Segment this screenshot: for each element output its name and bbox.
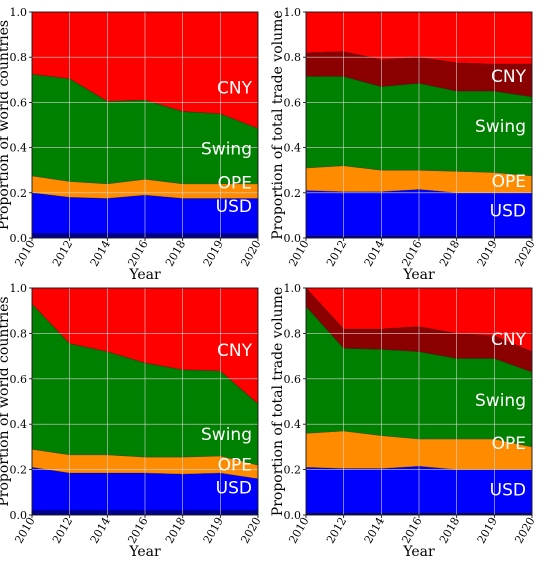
x-axis-label: Year <box>402 544 435 560</box>
x-tick-label: 2019 <box>475 238 500 269</box>
x-tick-label: 2016 <box>125 238 150 269</box>
series-label-swing: Swing <box>201 139 252 159</box>
y-tick-label: 0.2 <box>284 187 302 200</box>
x-tick-label: 2019 <box>201 515 226 546</box>
y-tick-label: 1.0 <box>284 6 302 19</box>
x-tick-label: 2014 <box>362 238 387 269</box>
y-tick-label: 0.2 <box>10 187 28 200</box>
y-tick-label: 0.4 <box>284 142 302 155</box>
x-tick-label: 2014 <box>88 515 113 546</box>
x-axis-label: Year <box>128 544 161 560</box>
y-tick-label: 0.2 <box>284 464 302 477</box>
series-label-usd: USD <box>490 481 526 501</box>
series-label-usd: USD <box>216 478 252 498</box>
y-tick-label: 0.6 <box>284 96 302 109</box>
x-axis-label: Year <box>128 267 161 283</box>
y-tick-label: 0.8 <box>10 327 28 340</box>
x-tick-label: 2018 <box>163 515 188 546</box>
series-label-ope: OPE <box>492 172 526 192</box>
y-axis-label: Proportion of world countries <box>0 296 12 506</box>
y-tick-label: 1.0 <box>284 282 302 295</box>
y-tick-label: 1.0 <box>10 6 28 19</box>
x-tick-label: 2014 <box>362 515 387 546</box>
x-tick-label: 2019 <box>475 515 500 546</box>
x-tick-label: 2016 <box>125 515 150 546</box>
x-tick-label: 2020 <box>238 515 263 546</box>
x-tick-label: 2012 <box>324 238 349 269</box>
y-tick-label: 0.6 <box>10 96 28 109</box>
y-tick-label: 0.2 <box>10 464 28 477</box>
x-tick-label: 2018 <box>163 238 188 269</box>
y-tick-label: 0.6 <box>10 373 28 386</box>
x-tick-label: 2012 <box>324 515 349 546</box>
series-label-ope: OPE <box>218 173 252 193</box>
x-tick-label: 2012 <box>50 515 75 546</box>
x-tick-label: 2019 <box>201 238 226 269</box>
y-tick-label: 0.6 <box>284 373 302 386</box>
y-axis-label: Proportion of total trade volume <box>270 287 286 516</box>
series-label-cny: CNY <box>217 78 253 98</box>
x-tick-label: 2018 <box>437 238 462 269</box>
x-tick-label: 2012 <box>50 238 75 269</box>
x-tick-label: 2020 <box>512 515 537 546</box>
series-label-usd: USD <box>490 202 526 222</box>
x-axis-label: Year <box>402 267 435 283</box>
series-label-usd: USD <box>216 197 252 217</box>
y-tick-label: 0.0 <box>10 232 28 245</box>
x-tick-label: 2016 <box>399 515 424 546</box>
x-tick-label: 2020 <box>238 238 263 269</box>
series-label-cny: CNY <box>491 67 527 87</box>
series-label-swing: Swing <box>201 425 252 445</box>
series-label-cny: CNY <box>217 341 253 361</box>
x-tick-label: 2020 <box>512 238 537 269</box>
series-label-swing: Swing <box>475 117 526 137</box>
y-tick-label: 0.4 <box>10 142 28 155</box>
y-tick-label: 0.8 <box>284 51 302 64</box>
series-label-ope: OPE <box>218 456 252 476</box>
series-label-cny: CNY <box>491 330 527 350</box>
y-tick-label: 1.0 <box>10 282 28 295</box>
y-tick-label: 0.4 <box>10 418 28 431</box>
y-tick-label: 0.0 <box>10 509 28 522</box>
x-tick-label: 2018 <box>437 515 462 546</box>
y-axis-label: Proportion of total trade volume <box>270 10 286 239</box>
y-tick-label: 0.0 <box>284 509 302 522</box>
series-label-swing: Swing <box>475 391 526 411</box>
x-tick-label: 2016 <box>399 238 424 269</box>
y-axis-label: Proportion of world countries <box>0 20 12 230</box>
y-tick-label: 0.8 <box>10 51 28 64</box>
series-label-ope: OPE <box>492 434 526 454</box>
x-tick-label: 2014 <box>88 238 113 269</box>
y-tick-label: 0.4 <box>284 418 302 431</box>
y-tick-label: 0.8 <box>284 327 302 340</box>
y-tick-label: 0.0 <box>284 232 302 245</box>
